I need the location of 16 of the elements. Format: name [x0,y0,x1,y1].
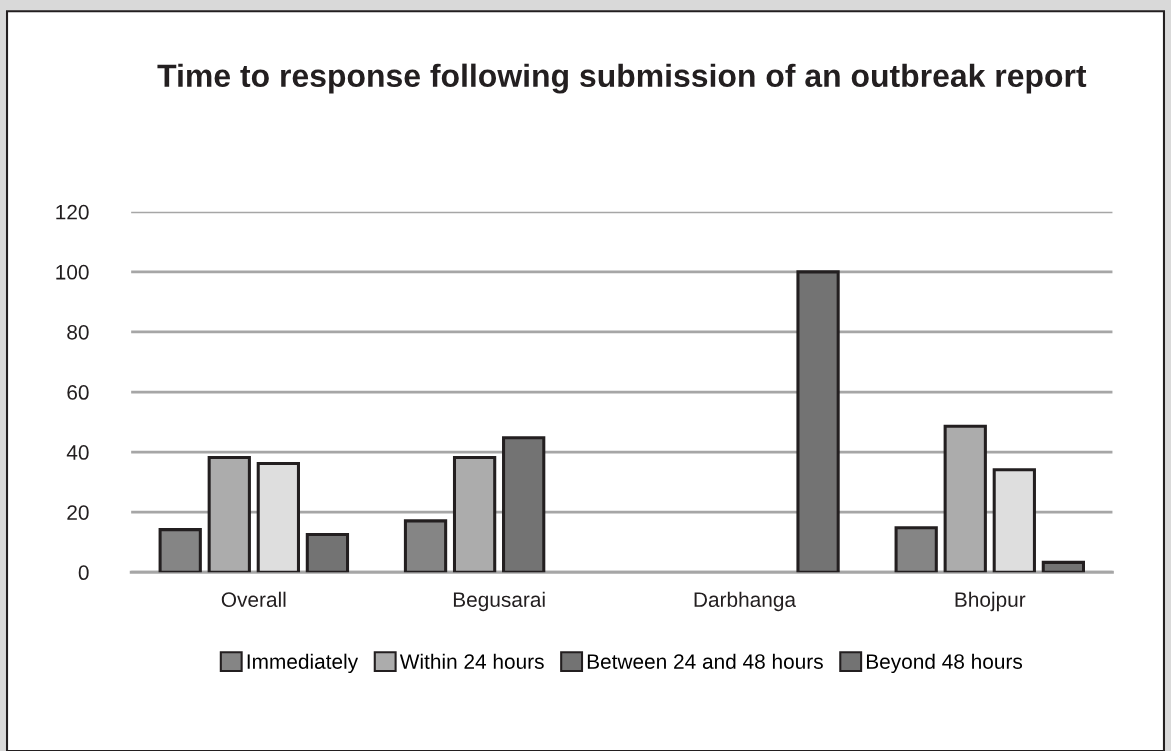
x-tick-label: Begusarai [453,591,545,612]
legend-label: Immediately [247,653,359,674]
legend-label: Beyond 48 hours [866,653,1023,674]
y-tick-label: 0 [78,565,89,581]
y-tick-label: 40 [66,445,89,460]
x-tick-label: Darbhanga [694,591,797,612]
x-tick-label: Bhojpur [955,591,1026,612]
legend-label: Between 24 and 48 hours [587,653,823,669]
y-tick-label: 80 [67,324,89,340]
chart-title: Time to response following submission of an outbreak report [157,63,1087,94]
y-tick-label: 20 [67,505,89,520]
y-tick-label: 120 [56,204,89,220]
y-tick-label: 60 [67,385,89,400]
x-tick-label: Overall [221,591,286,608]
y-tick-label: 100 [56,264,89,280]
legend-label: Within 24 hours [399,653,544,669]
